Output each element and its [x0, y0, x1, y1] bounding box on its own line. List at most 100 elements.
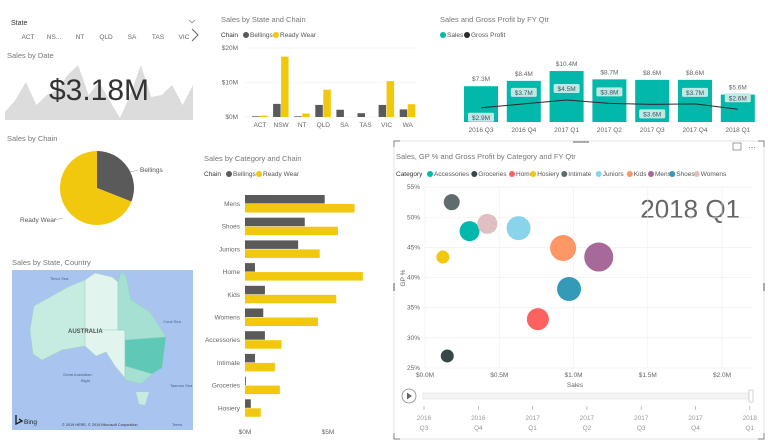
- resize-handle-left[interactable]: [393, 283, 395, 291]
- play-icon[interactable]: [407, 392, 412, 400]
- sales-gp-scatter-chart[interactable]: ⋯ Sales, GP % and Gross Profit by Catego…: [393, 140, 765, 440]
- slicer-item[interactable]: QLD: [99, 34, 113, 41]
- bar-bellings[interactable]: [245, 399, 251, 408]
- bubble-juniors[interactable]: [506, 216, 531, 241]
- bar-bellings[interactable]: [399, 109, 408, 117]
- bar-bellings[interactable]: [357, 113, 366, 117]
- bar-ready-wear[interactable]: [281, 56, 289, 117]
- play-axis-tick-year[interactable]: 2016: [471, 415, 486, 422]
- resize-handle-right[interactable]: [763, 283, 765, 291]
- pie-slice-ready-wear[interactable]: [60, 151, 132, 225]
- bar-ready-wear[interactable]: [302, 113, 310, 117]
- play-axis-tick-qtr[interactable]: Q4: [474, 425, 483, 432]
- legend-item[interactable]: Shoes: [676, 171, 695, 178]
- bar-bellings[interactable]: [245, 376, 246, 386]
- bar-ready-wear[interactable]: [245, 408, 261, 417]
- play-axis-tick-qtr[interactable]: Q2: [583, 425, 592, 432]
- legend-item[interactable]: Home: [516, 171, 534, 178]
- bar-ready-wear[interactable]: [245, 385, 280, 395]
- play-axis-tick-qtr[interactable]: Q1: [528, 425, 537, 432]
- bubble-shoes[interactable]: [557, 277, 582, 302]
- slicer-item[interactable]: TAS: [152, 34, 165, 41]
- slicer-item[interactable]: VIC: [179, 34, 190, 41]
- map-state-nt[interactable]: [84, 272, 119, 331]
- play-axis-tick-qtr[interactable]: Q1: [745, 425, 754, 432]
- bar-ready-wear[interactable]: [260, 115, 268, 117]
- slicer-item[interactable]: NS...: [47, 34, 62, 41]
- bar-bellings[interactable]: [245, 285, 265, 295]
- bubble-hosiery[interactable]: [436, 250, 450, 264]
- bar-bellings[interactable]: [252, 116, 260, 117]
- slicer-item[interactable]: ACT: [22, 34, 35, 41]
- bubble-groceries[interactable]: [440, 349, 454, 363]
- bar-ready-wear[interactable]: [245, 204, 355, 213]
- map-state-nsw[interactable]: [124, 336, 167, 375]
- bar-bellings[interactable]: [245, 240, 299, 249]
- chevron-down-icon[interactable]: [188, 19, 196, 24]
- play-axis-tick-year[interactable]: 2017: [634, 415, 649, 422]
- sales-by-state-map[interactable]: Sales by State, Country AUSTRALIA Timor …: [12, 258, 193, 430]
- map-terms-link[interactable]: Terms: [172, 423, 182, 427]
- bar-bellings[interactable]: [245, 353, 255, 363]
- bar-ready-wear[interactable]: [245, 362, 275, 372]
- bar-sales[interactable]: [678, 79, 712, 122]
- bar-ready-wear[interactable]: [245, 226, 338, 236]
- bar-sales[interactable]: [506, 80, 541, 122]
- more-options-icon[interactable]: ⋯: [748, 143, 756, 152]
- bar-bellings[interactable]: [378, 104, 387, 117]
- slicer-item[interactable]: NT: [76, 34, 85, 41]
- bar-ready-wear[interactable]: [245, 272, 363, 281]
- bubble-womens[interactable]: [477, 213, 498, 234]
- play-axis-tick-year[interactable]: 2016: [417, 415, 432, 422]
- legend-item[interactable]: Hosiery: [537, 171, 560, 178]
- map-state-tas[interactable]: [136, 392, 149, 405]
- pie-slice-bellings[interactable]: [97, 151, 135, 202]
- play-axis-tick-year[interactable]: 2017: [525, 415, 540, 422]
- map-state-qld[interactable]: [117, 271, 167, 341]
- bar-ready-wear[interactable]: [245, 340, 282, 349]
- legend-item[interactable]: Mens: [655, 171, 672, 178]
- play-axis-tick-qtr[interactable]: Q4: [691, 425, 700, 432]
- bar-bellings[interactable]: [245, 331, 265, 340]
- legend-item[interactable]: Accessories: [434, 171, 470, 178]
- legend-item[interactable]: Intimate: [568, 171, 592, 178]
- bar-ready-wear[interactable]: [245, 317, 319, 327]
- map-state-vic[interactable]: [124, 365, 153, 385]
- bar-ready-wear[interactable]: [245, 249, 320, 258]
- play-axis-tick-year[interactable]: 2017: [580, 415, 595, 422]
- chevron-right-icon[interactable]: [191, 28, 199, 42]
- legend-item[interactable]: Groceries: [478, 171, 507, 178]
- bar-bellings[interactable]: [315, 104, 323, 117]
- bubble-home[interactable]: [526, 308, 549, 331]
- bar-bellings[interactable]: [245, 308, 264, 318]
- bubble-accessories[interactable]: [459, 221, 480, 242]
- state-slicer[interactable]: State ACT NS... NT QLD SA TAS VIC: [11, 19, 199, 42]
- slicer-item[interactable]: SA: [128, 34, 137, 41]
- bubble-kids[interactable]: [550, 235, 577, 262]
- bar-ready-wear[interactable]: [323, 89, 331, 117]
- bar-bellings[interactable]: [294, 116, 302, 117]
- bar-bellings[interactable]: [336, 109, 344, 117]
- bar-bellings[interactable]: [273, 103, 281, 117]
- play-axis-slider-thumb[interactable]: [748, 389, 754, 403]
- play-axis-slider-track[interactable]: [422, 392, 753, 400]
- bar-ready-wear[interactable]: [386, 81, 395, 117]
- bar-sales[interactable]: [549, 71, 584, 122]
- focus-mode-icon[interactable]: [732, 142, 742, 151]
- bubble-mens[interactable]: [584, 242, 614, 272]
- resize-handle-top[interactable]: [573, 141, 589, 143]
- resize-corner-handles[interactable]: [393, 140, 765, 440]
- bar-ready-wear[interactable]: [245, 294, 337, 304]
- play-button[interactable]: [401, 388, 417, 404]
- bar-bellings[interactable]: [245, 263, 255, 272]
- bar-bellings[interactable]: [245, 217, 305, 227]
- bar-ready-wear[interactable]: [407, 104, 416, 117]
- play-axis-tick-year[interactable]: 2018: [743, 415, 758, 422]
- legend-item[interactable]: Kids: [634, 171, 647, 178]
- play-axis-tick-qtr[interactable]: Q3: [637, 425, 646, 432]
- bubble-intimate[interactable]: [443, 194, 460, 211]
- legend-item[interactable]: Juniors: [603, 171, 625, 178]
- play-axis-tick-qtr[interactable]: Q3: [420, 425, 429, 432]
- bar-sales[interactable]: [592, 79, 627, 122]
- play-axis-tick-year[interactable]: 2017: [688, 415, 703, 422]
